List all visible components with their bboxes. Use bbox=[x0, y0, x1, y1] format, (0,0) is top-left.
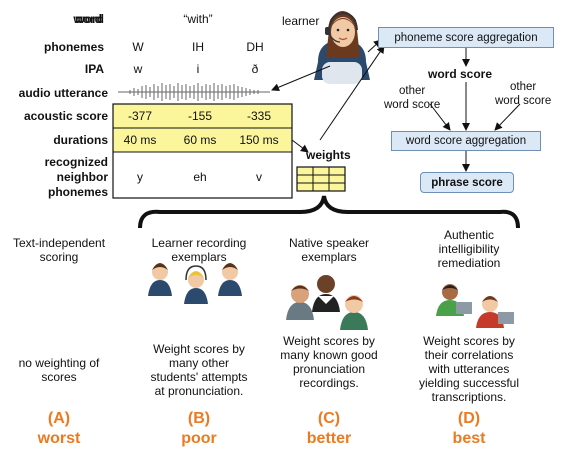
option-c-letter: (C) bbox=[317, 410, 341, 427]
option-c-grade: better bbox=[306, 430, 352, 447]
audio-waveform bbox=[118, 83, 270, 101]
learner-label: learner bbox=[282, 14, 320, 28]
duration-0: 40 ms bbox=[123, 133, 157, 147]
option-a-heading: Text-independent scoring bbox=[12, 236, 106, 264]
option-d-heading: Authentic intelligibility remediation bbox=[437, 228, 501, 270]
phoneme-score-aggregation-box: phoneme score aggregation bbox=[378, 27, 554, 48]
learner-avatar-icon bbox=[314, 11, 370, 84]
weights-grid bbox=[296, 166, 346, 192]
option-b-letter: (B) bbox=[187, 410, 211, 427]
feature-table-frame bbox=[112, 103, 293, 199]
option-c-description: Weight scores by many known good pronunc… bbox=[280, 334, 378, 390]
weights-label: weights bbox=[306, 148, 351, 162]
option-c-heading: Native speaker exemplars bbox=[288, 236, 370, 264]
label-ipa: IPA bbox=[84, 62, 104, 76]
label-word: word bbox=[75, 12, 104, 26]
word-score-label: word score bbox=[428, 67, 493, 81]
duration-1: 60 ms bbox=[183, 133, 217, 147]
option-d-letter: (D) bbox=[457, 410, 481, 427]
acoustic-1: -155 bbox=[187, 109, 213, 123]
phoneme-2: DH bbox=[246, 40, 264, 54]
option-d-grade: best bbox=[452, 430, 486, 447]
label-phonemes: phonemes bbox=[43, 40, 104, 54]
curly-brace bbox=[138, 195, 520, 229]
label-acoustic: acoustic score bbox=[23, 109, 108, 123]
option-a-grade: worst bbox=[37, 430, 81, 447]
acoustic-2: -335 bbox=[246, 109, 272, 123]
other-word-score-left: other word score bbox=[384, 85, 441, 111]
duration-2: 150 ms bbox=[239, 133, 279, 147]
phoneme-0: W bbox=[132, 40, 144, 54]
option-a-description: no weighting of scores bbox=[18, 356, 100, 384]
option-b-heading: Learner recording exemplars bbox=[151, 236, 247, 264]
label-durations: durations bbox=[53, 133, 108, 147]
neighbor-2: v bbox=[256, 170, 262, 184]
learner-students-icon bbox=[148, 263, 242, 304]
ipa-0: w bbox=[133, 62, 143, 76]
native-speakers-icon bbox=[286, 275, 368, 330]
phoneme-1: IH bbox=[192, 40, 204, 54]
phrase-score-box: phrase score bbox=[420, 172, 514, 193]
other-word-score-right: other word score bbox=[495, 81, 552, 107]
neighbor-1: eh bbox=[193, 170, 207, 184]
option-d-description: Weight scores by their correlations with… bbox=[418, 334, 520, 404]
label-neighbors: recognized neighbor phonemes bbox=[44, 155, 108, 199]
remediation-users-icon bbox=[436, 284, 514, 328]
option-b-grade: poor bbox=[181, 430, 217, 447]
option-a-letter: (A) bbox=[47, 410, 71, 427]
label-audio: audio utterance bbox=[18, 86, 108, 100]
ipa-2: ð bbox=[251, 62, 259, 76]
word-score-aggregation-box: word score aggregation bbox=[391, 131, 541, 151]
acoustic-0: -377 bbox=[127, 109, 153, 123]
neighbor-0: y bbox=[137, 170, 143, 184]
option-b-description: Weight scores by many other students' at… bbox=[150, 342, 248, 398]
ipa-1: i bbox=[196, 62, 200, 76]
word-value: “with” bbox=[183, 12, 213, 26]
